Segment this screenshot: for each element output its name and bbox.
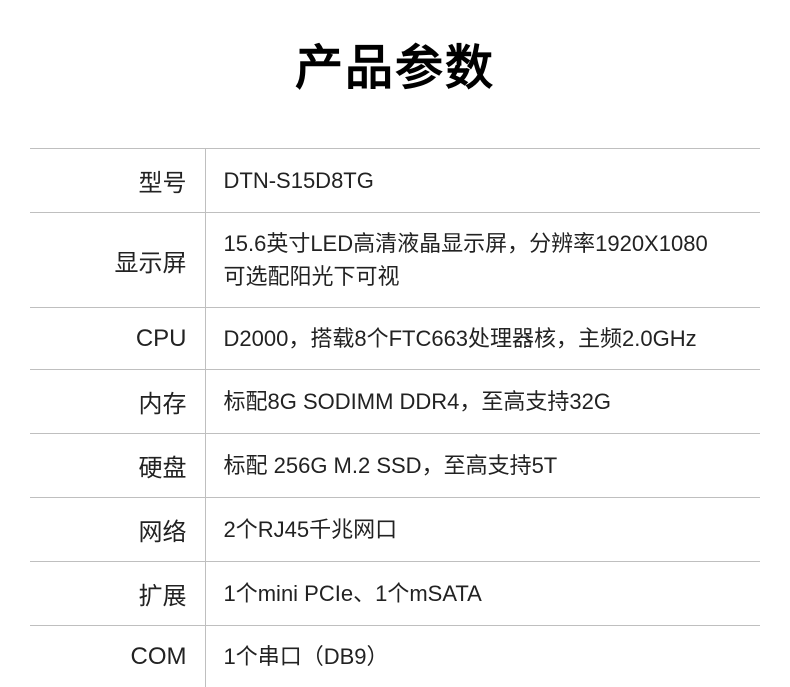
spec-label: 硬盘 xyxy=(30,434,205,498)
page-title: 产品参数 xyxy=(0,0,790,148)
spec-table: 型号 DTN-S15D8TG 显示屏 15.6英寸LED高清液晶显示屏，分辨率1… xyxy=(30,148,760,687)
spec-value: DTN-S15D8TG xyxy=(205,149,760,213)
spec-label: COM xyxy=(30,626,205,687)
spec-value: 1个串口（DB9） xyxy=(205,626,760,687)
spec-label: 内存 xyxy=(30,370,205,434)
table-row: 型号 DTN-S15D8TG xyxy=(30,149,760,213)
spec-label: 型号 xyxy=(30,149,205,213)
spec-value: 标配 256G M.2 SSD，至高支持5T xyxy=(205,434,760,498)
spec-label: 网络 xyxy=(30,498,205,562)
spec-value: 2个RJ45千兆网口 xyxy=(205,498,760,562)
table-row: 扩展 1个mini PCIe、1个mSATA xyxy=(30,562,760,626)
table-row: CPU D2000，搭载8个FTC663处理器核，主频2.0GHz xyxy=(30,308,760,370)
table-row: 显示屏 15.6英寸LED高清液晶显示屏，分辨率1920X1080可选配阳光下可… xyxy=(30,213,760,308)
table-row: 硬盘 标配 256G M.2 SSD，至高支持5T xyxy=(30,434,760,498)
spec-value: 标配8G SODIMM DDR4，至高支持32G xyxy=(205,370,760,434)
table-row: 网络 2个RJ45千兆网口 xyxy=(30,498,760,562)
table-row: 内存 标配8G SODIMM DDR4，至高支持32G xyxy=(30,370,760,434)
spec-label: 扩展 xyxy=(30,562,205,626)
table-row: COM 1个串口（DB9） xyxy=(30,626,760,687)
spec-label: CPU xyxy=(30,308,205,370)
spec-value: D2000，搭载8个FTC663处理器核，主频2.0GHz xyxy=(205,308,760,370)
spec-value: 15.6英寸LED高清液晶显示屏，分辨率1920X1080可选配阳光下可视 xyxy=(205,213,760,308)
spec-label: 显示屏 xyxy=(30,213,205,308)
spec-value: 1个mini PCIe、1个mSATA xyxy=(205,562,760,626)
